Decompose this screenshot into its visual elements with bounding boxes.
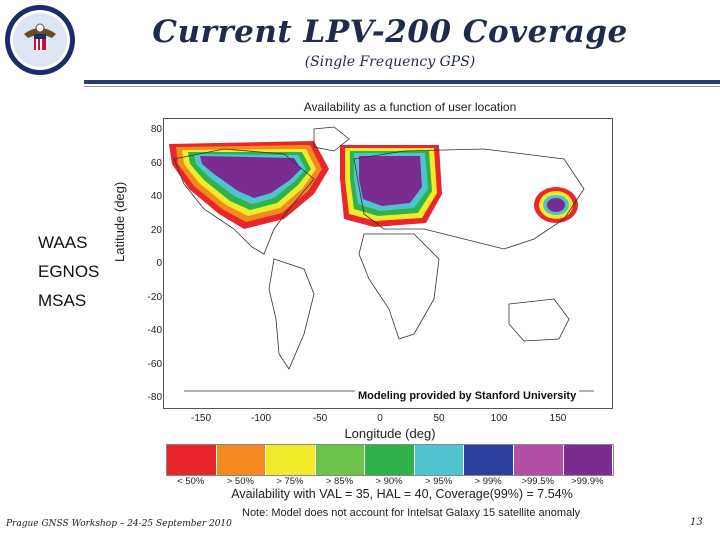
state-department-seal-logo [4,4,76,76]
legend-swatch [464,445,514,475]
legend-label: >99.5% [521,476,554,487]
model-credit: Modeling provided by Stanford University [355,390,580,402]
legend-swatch [315,445,366,475]
y-tick: 20 [150,225,162,236]
availability-legend-labels: < 50% > 50% > 75% > 85% > 90% > 95% > 99% >99.5… [166,476,612,487]
y-tick: 60 [150,158,162,169]
legend-label: > 75% [276,476,304,487]
x-tick: 150 [549,413,567,424]
header-divider-thin [84,86,720,87]
legend-label: > 95% [424,476,453,487]
y-tick: 40 [150,191,162,202]
legend-swatch [513,445,564,475]
waas-coverage-region [169,141,329,229]
legend-swatch [167,445,217,475]
map-title: Availability as a function of user locat… [303,100,517,114]
egnos-coverage-region [340,145,442,227]
legend-label: < 50% [177,476,205,487]
availability-summary: Availability with VAL = 35, HAL = 40, Co… [231,487,573,501]
legend-swatch [216,445,267,475]
y-tick: -20 [147,292,162,303]
legend-swatch [365,445,415,475]
legend-label: >99.9% [571,476,604,487]
availability-color-legend [166,444,614,476]
x-tick: 0 [377,413,383,424]
slide-subtitle: (Single Frequency GPS) [304,54,476,70]
y-axis-label: Latitude (deg) [112,181,127,262]
y-tick: -40 [147,325,162,336]
legend-label: > 85% [325,476,354,487]
legend-label: > 90% [375,476,403,487]
legend-swatch [266,445,316,475]
x-tick: 100 [490,413,508,424]
system-msas: MSAS [38,291,87,310]
header-divider [84,80,720,84]
msas-coverage-region [534,187,578,223]
system-egnos: EGNOS [38,262,100,281]
legend-swatch [563,445,614,475]
y-tick: 0 [156,258,162,269]
y-tick: 80 [150,124,162,135]
footer-text: Prague GNSS Workshop – 24-25 September 2… [6,519,232,529]
system-waas: WAAS [38,233,88,252]
slide-note: Note: Model does not account for Intelsa… [242,507,581,519]
x-tick: -100 [250,413,271,424]
x-tick: -150 [190,413,211,424]
x-tick: -50 [312,413,328,424]
x-axis-label: Longitude (deg) [344,426,436,441]
slide-title: Current LPV-200 Coverage [152,14,628,50]
legend-swatch [414,445,465,475]
y-tick: -60 [147,359,162,370]
legend-label: > 99% [474,476,502,487]
augmentation-systems-list: WAAS EGNOS MSAS [38,228,99,315]
page-number: 13 [690,517,703,528]
y-tick: -80 [147,392,162,403]
coverage-map [163,118,613,409]
x-tick: 50 [433,413,445,424]
legend-label: > 50% [226,476,254,487]
